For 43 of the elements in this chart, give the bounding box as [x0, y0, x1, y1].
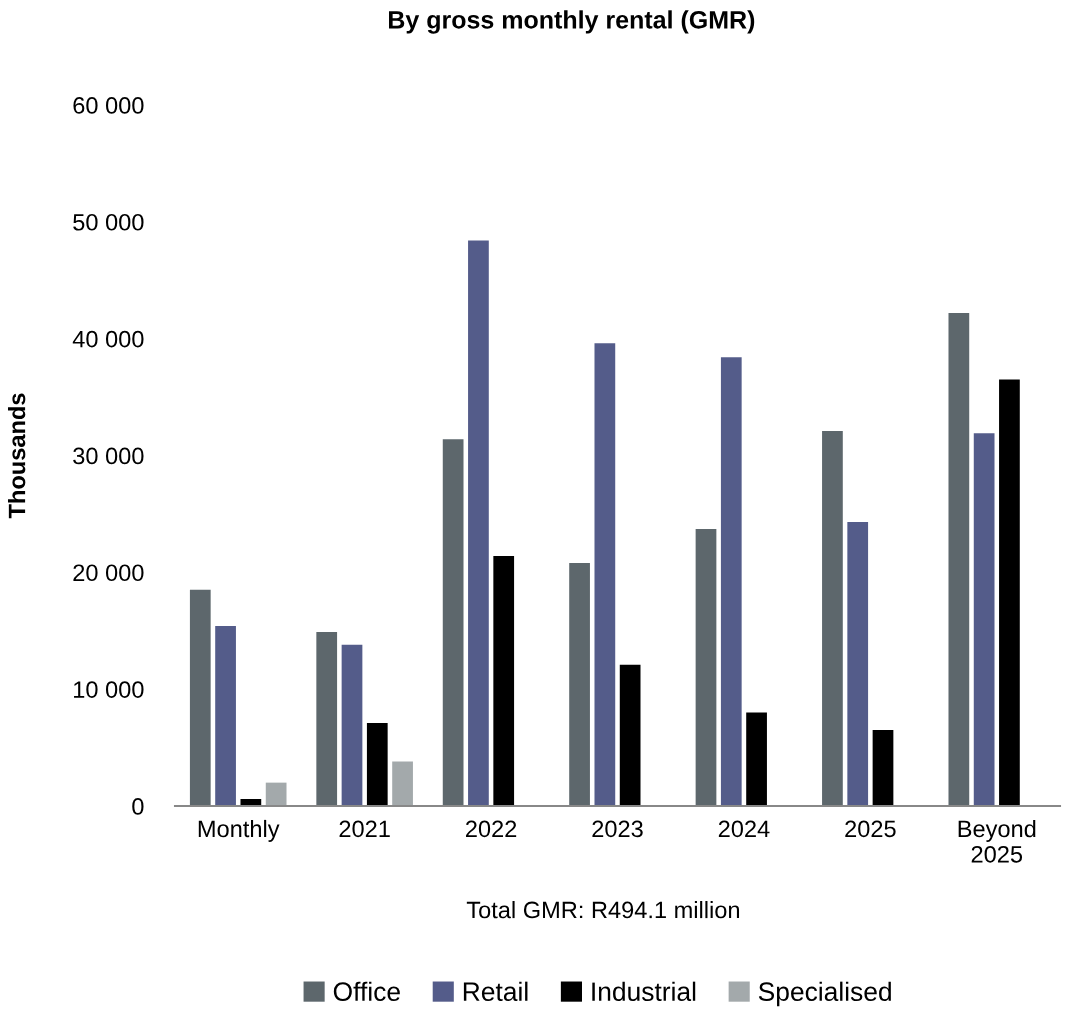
bar	[619, 664, 641, 806]
legend-label: Retail	[463, 981, 528, 1002]
bar	[316, 631, 338, 806]
x-tick-label: Beyond 2025	[958, 819, 1036, 863]
bar	[189, 589, 211, 806]
bar	[468, 240, 489, 806]
bar	[872, 730, 894, 806]
x-tick-label: 2021	[339, 820, 390, 838]
bar	[594, 343, 616, 806]
y-tick-label: 40 000	[72, 330, 144, 348]
bar	[366, 723, 388, 806]
bar	[720, 357, 742, 806]
legend-label: Specialised	[758, 981, 891, 1007]
bar	[493, 555, 515, 806]
y-tick-label: 30 000	[73, 447, 144, 465]
text: Total GMR: R494.1 million	[466, 900, 740, 919]
x-tick-label: Monthly	[198, 819, 280, 842]
bar	[746, 712, 767, 806]
x-tick-label: 2025	[845, 820, 896, 838]
x-tick-label: 2023	[592, 820, 643, 838]
bar	[822, 430, 843, 806]
bar	[695, 529, 717, 806]
legend-label: Industrial	[592, 981, 696, 1002]
y-axis-title: Thousands	[7, 393, 26, 519]
x-tick-label: 2022	[466, 820, 517, 838]
bar	[442, 439, 464, 806]
bar	[569, 562, 590, 806]
x-tick-label: 2024	[718, 820, 770, 838]
y-tick-label: 10 000	[74, 681, 144, 698]
bar	[999, 379, 1020, 806]
y-tick-label: 20 000	[73, 564, 144, 582]
bar	[265, 782, 287, 806]
bar	[392, 761, 413, 806]
chart-title: By gross monthly rental (GMR)	[389, 10, 755, 34]
bar	[847, 522, 869, 806]
legend-label: Office	[333, 981, 400, 1002]
bar	[948, 312, 970, 806]
y-tick-label: 50 000	[73, 213, 144, 231]
y-tick-label: 60 000	[73, 97, 144, 114]
bar	[973, 433, 995, 806]
bar	[215, 626, 236, 806]
bar	[341, 644, 363, 806]
y-tick-label: 0	[132, 798, 144, 815]
